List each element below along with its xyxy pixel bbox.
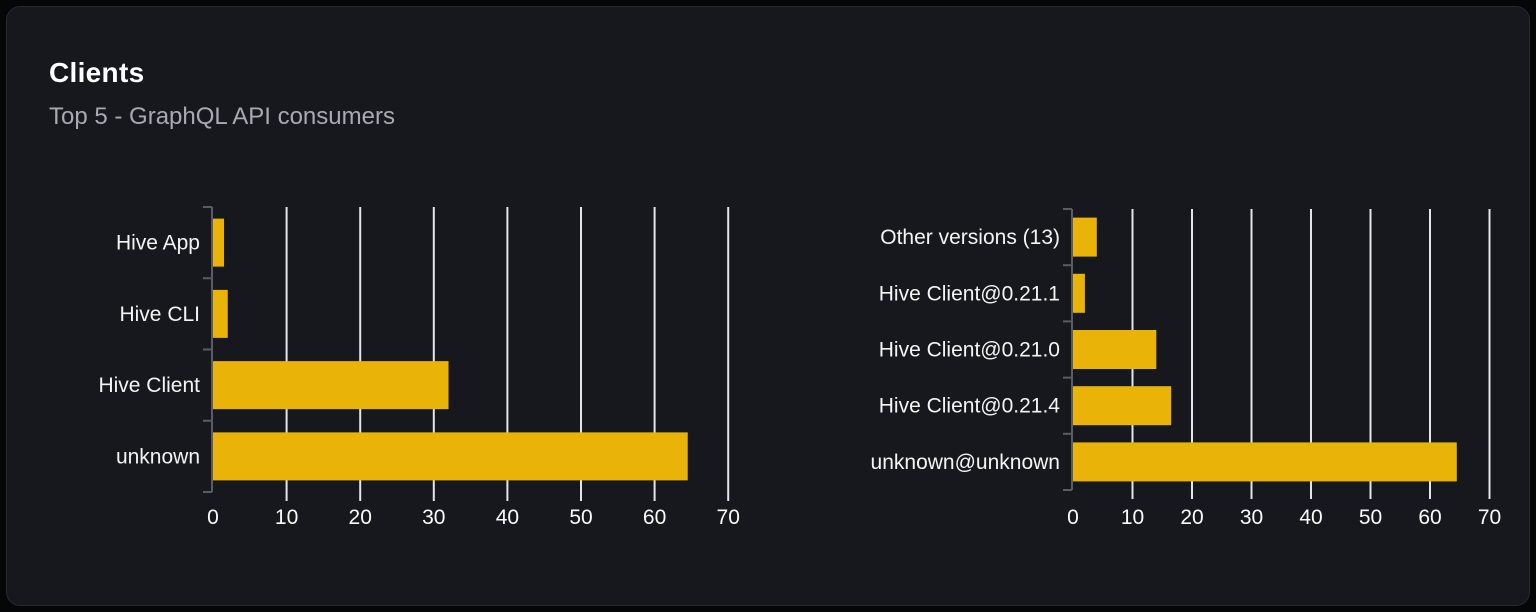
category-label: Hive Client@0.21.4 [879, 395, 1061, 418]
x-tick-label: 0 [207, 506, 219, 529]
bar [213, 218, 225, 267]
category-label: Hive Client@0.21.1 [879, 282, 1060, 305]
category-label: Hive CLI [119, 303, 200, 326]
x-tick-label: 50 [569, 506, 592, 529]
x-tick-label: 60 [1418, 506, 1441, 529]
category-label: Hive Client [98, 374, 200, 397]
x-tick-label: 40 [1299, 506, 1322, 529]
category-label: Other versions (13) [880, 226, 1060, 249]
category-label: unknown@unknown [871, 451, 1060, 474]
bar [213, 361, 449, 410]
card-subtitle: Top 5 - GraphQL API consumers [49, 103, 395, 130]
x-tick-label: 40 [496, 506, 519, 529]
bar [213, 432, 688, 481]
card-title: Clients [49, 57, 145, 88]
category-label: Hive Client@0.21.0 [879, 339, 1060, 362]
bar [1073, 217, 1097, 257]
x-tick-label: 0 [1067, 506, 1079, 529]
x-tick-label: 20 [1180, 506, 1203, 529]
bar [1073, 273, 1085, 313]
bar [213, 289, 228, 338]
bar [1073, 442, 1457, 482]
x-tick-label: 60 [643, 506, 666, 529]
category-label: unknown [116, 445, 200, 468]
x-tick-label: 10 [1121, 506, 1144, 529]
x-tick-label: 70 [717, 506, 740, 529]
x-tick-label: 30 [422, 506, 445, 529]
x-tick-label: 10 [275, 506, 298, 529]
clients-card: Clients Top 5 - GraphQL API consumers [6, 6, 1530, 606]
bar [1073, 330, 1157, 369]
x-tick-label: 70 [1478, 506, 1501, 529]
category-label: Hive App [116, 232, 200, 255]
x-tick-label: 20 [349, 506, 372, 529]
x-tick-label: 50 [1359, 506, 1382, 529]
bar [1073, 386, 1172, 426]
x-tick-label: 30 [1240, 506, 1263, 529]
